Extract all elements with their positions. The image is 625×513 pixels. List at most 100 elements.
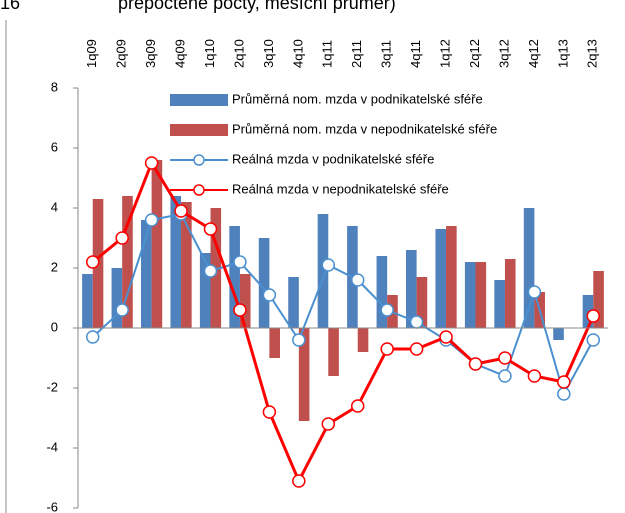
bar [553,328,564,340]
bar [239,274,251,328]
marker [233,303,247,317]
bar [229,226,240,328]
legend-marker [193,184,205,196]
marker [468,357,483,371]
legend-label: Reálná mzda v podnikatelské sféře [232,151,434,166]
marker [85,255,100,269]
bar [475,262,487,328]
bar [258,238,270,328]
marker [409,342,424,356]
marker [350,399,365,413]
marker [321,258,336,272]
marker [380,303,394,317]
marker [144,156,159,170]
marker [350,273,365,287]
bar [464,262,476,328]
marker [527,285,542,299]
chart-label: 16 [0,0,20,13]
bar [416,277,428,328]
bar [199,253,211,328]
x-tick-label: 3q11 [379,40,394,68]
x-tick-label: 1q09 [84,39,99,68]
marker [380,342,394,356]
marker [439,330,453,344]
x-tick-label: 4q09 [172,39,187,68]
marker [115,303,129,317]
x-tick-label: 4q10 [290,39,305,68]
marker [174,204,188,218]
bar [446,226,457,328]
y-tick-label: -2 [46,379,58,394]
x-tick-label: 1q11 [320,40,335,68]
x-tick-label: 2q10 [231,39,246,68]
y-tick-label: 4 [51,199,58,214]
y-tick-label: 6 [51,139,58,154]
x-tick-label: 2q13 [585,39,600,68]
marker [321,417,336,431]
bar [269,328,280,358]
y-tick-label: 2 [51,259,58,274]
bar [406,250,417,328]
bar [288,277,299,328]
legend-label: Reálná mzda v nepodnikatelské sféře [232,181,449,196]
marker [586,309,601,323]
marker [409,315,424,329]
bar [317,214,329,328]
marker [233,255,247,269]
x-tick-label: 3q12 [496,39,511,68]
x-tick-label: 2q11 [349,40,364,68]
bar [122,196,133,328]
x-tick-label: 4q12 [526,39,541,68]
marker [85,330,100,344]
y-tick-label: -4 [46,439,58,454]
x-tick-label: 4q11 [408,40,423,68]
bar [582,295,594,328]
marker [557,375,571,389]
legend-label: Průměrná nom. mzda v nepodnikatelské sfé… [232,121,497,136]
marker [262,288,277,302]
line [91,159,595,485]
x-tick-label: 2q09 [114,39,129,68]
x-tick-label: 3q09 [143,39,158,68]
marker [262,405,277,419]
legend-label: Průměrná nom. mzda v podnikatelské sféře [232,91,483,106]
x-tick-label: 1q12 [437,39,452,68]
bar [376,256,388,328]
bar [181,202,192,328]
marker [203,222,218,236]
marker [115,231,129,245]
y-tick-label: 0 [51,319,58,334]
bar [494,280,505,328]
x-tick-label: 2q12 [467,39,482,68]
bar [435,229,447,328]
chart-title: přepočtené počty, měsíční průměr) [118,0,396,13]
marker [292,333,306,347]
marker [586,333,601,347]
bar [593,271,604,328]
bar [328,328,339,376]
marker [144,213,159,227]
marker [527,369,542,383]
bar [298,328,310,421]
marker [557,387,571,401]
marker [498,351,512,365]
x-tick-label: 3q10 [261,39,276,68]
bar [151,160,163,328]
bar [141,220,152,328]
bar [111,268,123,328]
legend-marker [193,154,205,166]
legend-swatch [170,94,228,106]
bar [170,196,182,328]
x-tick-label: 1q10 [202,39,217,68]
bar [82,274,93,328]
legend-swatch [170,124,228,136]
marker [203,264,218,278]
y-tick-label: -6 [46,499,58,513]
y-tick-label: 8 [51,79,58,94]
x-tick-label: 1q13 [555,39,570,68]
marker [292,474,306,488]
bar [357,328,369,352]
bar [504,259,516,328]
